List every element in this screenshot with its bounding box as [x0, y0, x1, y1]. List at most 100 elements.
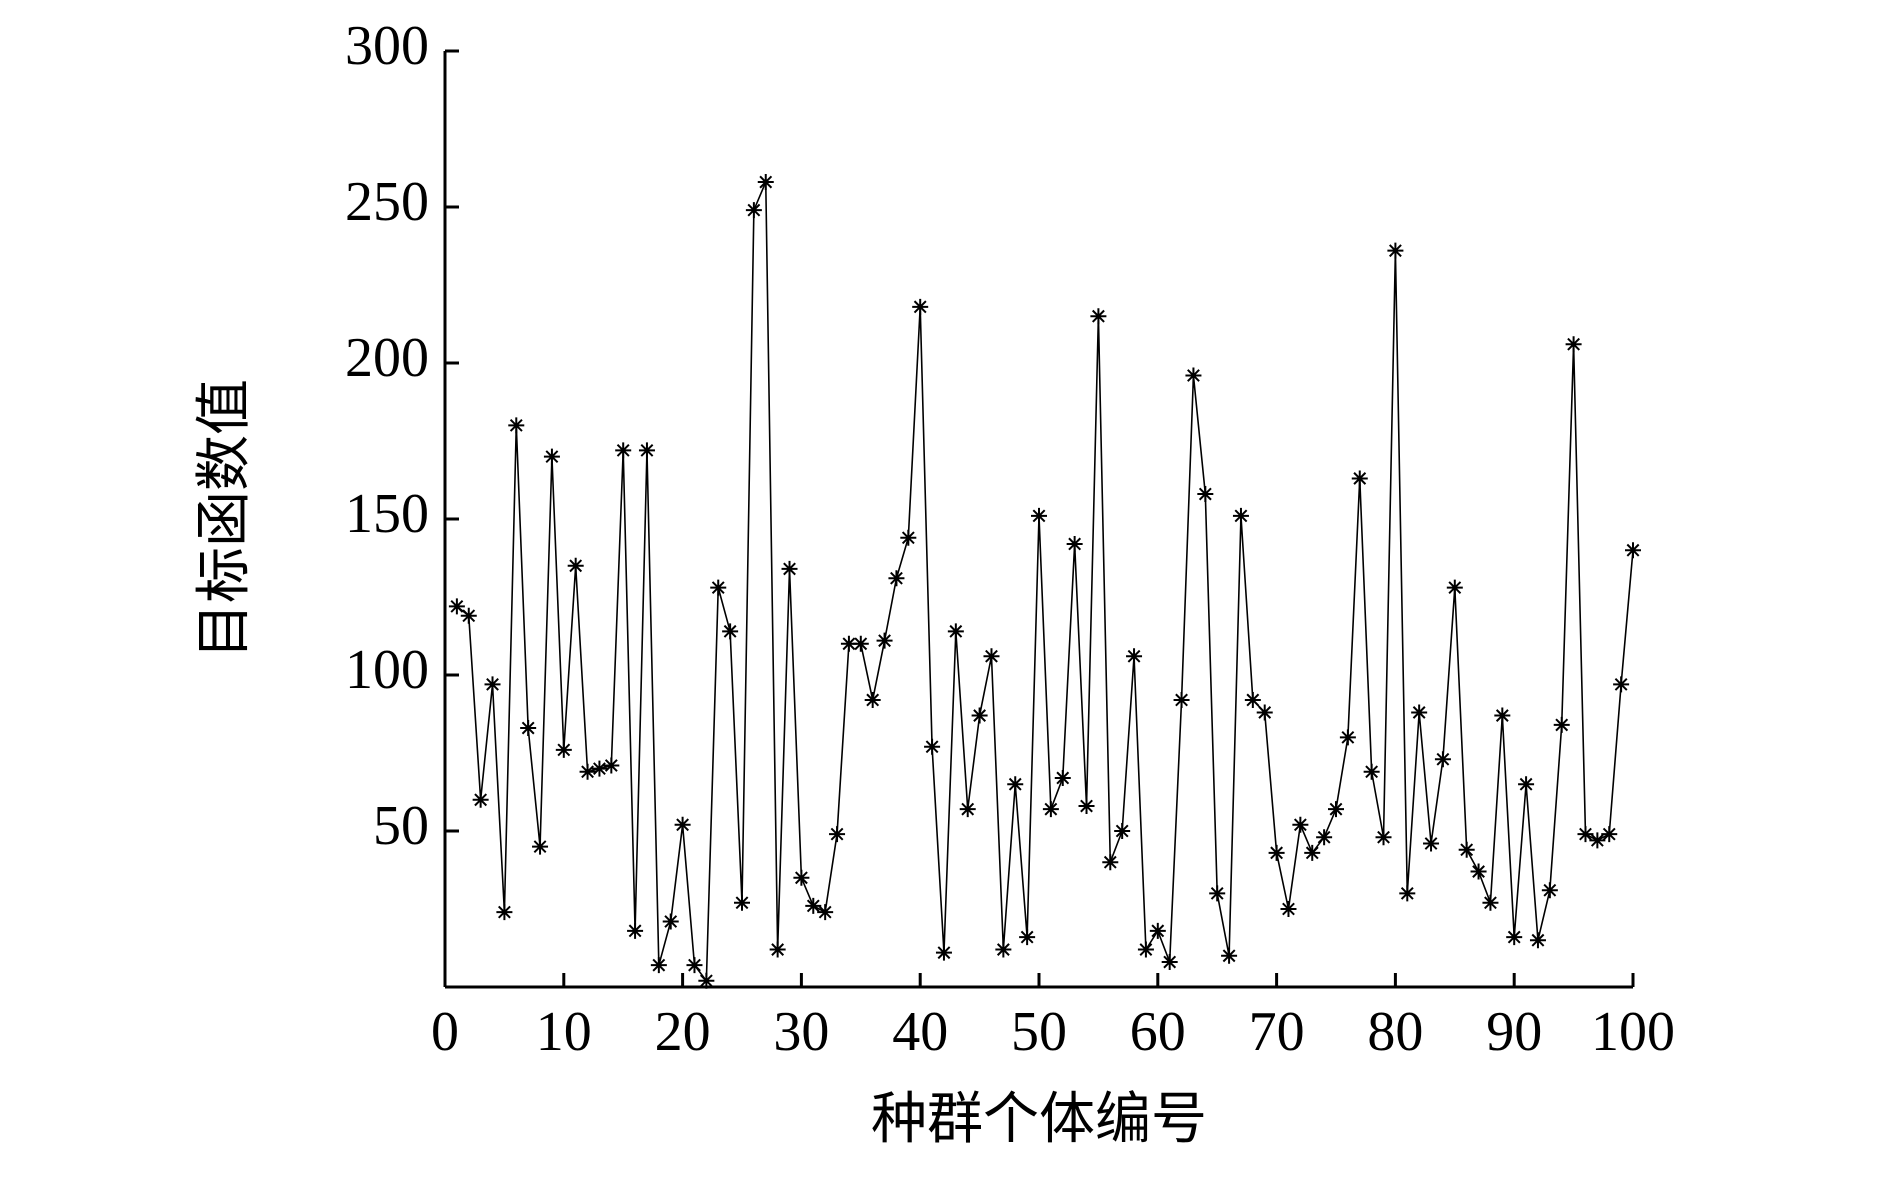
data-point: [876, 632, 893, 649]
data-point: [900, 529, 917, 546]
data-point: [555, 741, 572, 758]
data-point: [1161, 954, 1178, 971]
data-point: [1529, 932, 1546, 949]
data-point: [1625, 542, 1641, 559]
data-point: [627, 922, 644, 939]
data-point: [1007, 776, 1024, 793]
data-point: [1066, 535, 1083, 552]
data-point: [1244, 691, 1261, 708]
data-point: [1518, 776, 1535, 793]
data-point: [460, 607, 477, 624]
data-point: [662, 913, 679, 930]
data-point: [508, 417, 525, 434]
x-tick-label: 50: [1011, 1001, 1067, 1063]
y-tick-label: 200: [345, 327, 429, 389]
data-point: [1601, 826, 1618, 843]
data-point: [1149, 922, 1166, 939]
data-point: [840, 635, 857, 652]
data-point: [757, 174, 774, 191]
data-point: [864, 691, 881, 708]
data-point: [567, 557, 584, 574]
x-tick-label: 30: [773, 1001, 829, 1063]
data-point: [1304, 844, 1321, 861]
y-axis-label: 目标函数值: [194, 379, 256, 659]
data-point: [1031, 507, 1047, 524]
data-point: [1054, 769, 1071, 786]
data-point: [1173, 691, 1190, 708]
y-tick-label: 100: [345, 639, 429, 701]
data-point: [1137, 941, 1154, 958]
data-point: [1339, 729, 1356, 746]
data-point: [1446, 579, 1463, 596]
data-point: [650, 957, 667, 974]
data-point: [603, 757, 620, 774]
x-axis-label: 种群个体编号: [871, 1089, 1207, 1151]
data-point: [829, 826, 846, 843]
data-point: [496, 904, 513, 921]
data-point: [1470, 863, 1487, 880]
data-point: [1387, 242, 1404, 259]
data-point: [448, 598, 465, 615]
data-point: [971, 707, 988, 724]
data-point: [1268, 844, 1285, 861]
data-point: [1458, 841, 1475, 858]
data-point: [793, 869, 810, 886]
data-point: [1423, 835, 1440, 852]
x-tick-label: 70: [1249, 1001, 1305, 1063]
data-point: [1541, 882, 1558, 899]
data-point: [1399, 885, 1416, 902]
data-point: [1506, 929, 1523, 946]
data-point: [1351, 470, 1368, 487]
x-tick-label: 60: [1130, 1001, 1186, 1063]
data-point: [1221, 947, 1238, 964]
data-point: [852, 635, 869, 652]
x-tick-label: 10: [536, 1001, 592, 1063]
data-point: [1232, 507, 1249, 524]
data-point: [734, 894, 750, 911]
data-point: [888, 570, 905, 587]
data-point: [1613, 676, 1630, 693]
data-point: [1363, 763, 1380, 780]
data-point: [1577, 826, 1594, 843]
data-point: [1185, 367, 1202, 384]
data-point: [1078, 798, 1095, 815]
data-point: [1553, 716, 1570, 733]
data-point: [1482, 894, 1499, 911]
data-line: [456, 181, 1634, 984]
x-tick-label: 80: [1367, 1001, 1423, 1063]
data-point: [1280, 901, 1297, 917]
data-point: [769, 941, 786, 958]
data-point: [1197, 486, 1214, 503]
x-tick-label: 0: [431, 1001, 459, 1063]
data-point: [579, 763, 596, 780]
data-point: [686, 957, 703, 974]
data-point: [472, 791, 489, 808]
data-point: [1256, 704, 1273, 721]
data-point: [1114, 823, 1131, 839]
x-tick-label: 90: [1486, 1001, 1542, 1063]
data-point: [805, 897, 822, 914]
y-tick-label: 250: [345, 171, 429, 233]
data-point: [1042, 801, 1059, 818]
data-point: [710, 579, 727, 596]
x-tick-label: 20: [655, 1001, 711, 1063]
data-point: [959, 801, 976, 818]
data-point: [817, 904, 834, 921]
data-point: [781, 560, 798, 577]
data-point: [1565, 336, 1582, 353]
y-tick-label: 300: [345, 15, 429, 77]
data-point: [1090, 308, 1107, 325]
data-point: [924, 738, 941, 755]
data-point: [995, 941, 1012, 958]
data-point: [1209, 885, 1226, 902]
data-point: [1102, 854, 1119, 871]
data-point: [615, 442, 632, 459]
data-point: [698, 972, 715, 989]
data-point: [1126, 648, 1143, 665]
data-point: [591, 760, 608, 777]
data-point: [543, 448, 560, 465]
data-point: [1328, 801, 1344, 818]
data-point: [1316, 829, 1333, 846]
y-tick-label: 150: [345, 483, 429, 545]
